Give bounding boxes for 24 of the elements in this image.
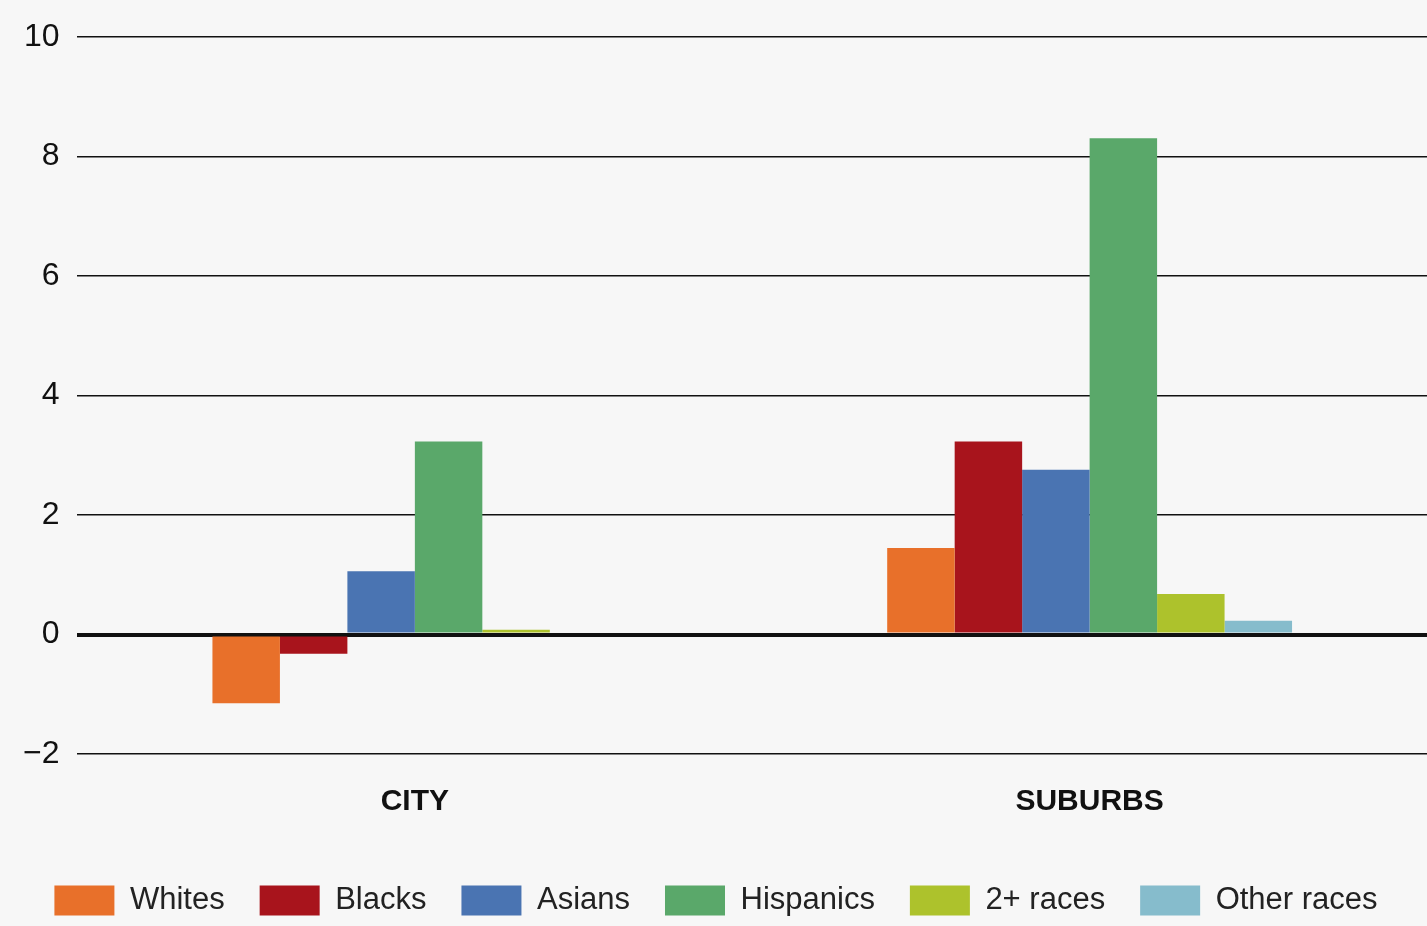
y-tick-label: 4 — [41, 375, 60, 412]
bar — [347, 571, 415, 633]
y-tick-label: 10 — [23, 17, 60, 54]
bar — [1022, 469, 1090, 633]
legend-label: Whites — [129, 881, 225, 917]
bar — [482, 629, 550, 633]
bar — [1089, 138, 1158, 633]
y-tick-label: −2 — [23, 733, 60, 770]
y-tick-label: 8 — [41, 136, 60, 173]
y-tick-label: 6 — [41, 255, 60, 292]
bar — [954, 441, 1023, 633]
legend-label: Asians — [536, 881, 630, 917]
bar — [1157, 593, 1225, 633]
bar — [1224, 620, 1293, 633]
y-tick-label: 0 — [41, 614, 60, 651]
legend-label: Blacks — [335, 881, 427, 917]
bar — [414, 441, 483, 633]
legend-label: Hispanics — [740, 881, 875, 917]
x-tick-label: CITY — [380, 783, 450, 817]
bar — [887, 547, 955, 633]
x-tick-label: SUBURBS — [1015, 783, 1164, 817]
legend-label: 2+ races — [985, 881, 1106, 917]
legend-label: Other races — [1215, 881, 1378, 917]
y-tick-label: 2 — [41, 494, 60, 531]
